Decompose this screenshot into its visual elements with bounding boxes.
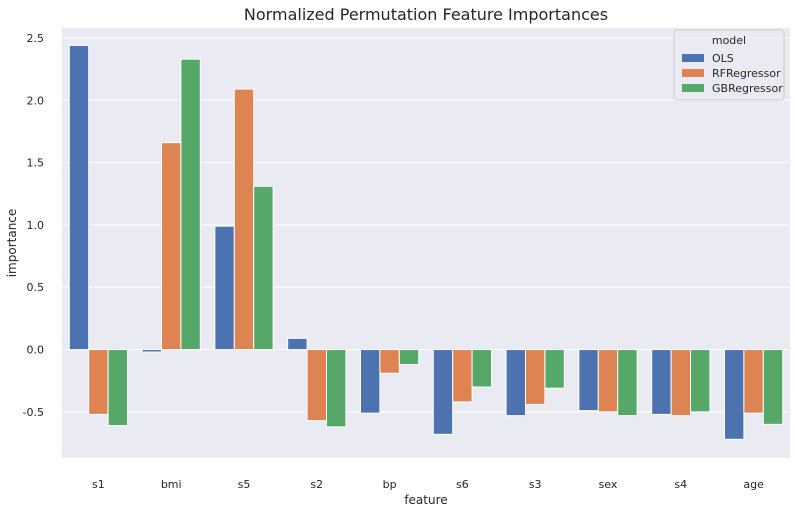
bar-rfregressor-bmi [160, 142, 182, 351]
x-tick-label: age [743, 478, 764, 491]
y-tick-label: 1.0 [27, 219, 45, 232]
x-tick-label: bp [383, 478, 397, 491]
y-tick-label: 1.5 [27, 157, 45, 170]
bar-rfregressor-s4 [670, 349, 692, 417]
bar-rfregressor-s6 [452, 349, 473, 403]
bar-rfregressor-sex [597, 349, 619, 413]
x-tick-label: s1 [92, 478, 105, 491]
legend-box [673, 29, 785, 101]
bar-ols-s3 [505, 349, 526, 417]
bar-rfregressor-s1 [88, 349, 109, 415]
bar-rfregressor-s3 [524, 349, 546, 405]
bar-gbregressor-s2 [326, 349, 347, 428]
bar-rfregressor-s2 [306, 349, 328, 422]
x-tick-label: s6 [456, 478, 469, 491]
bar-ols-sex [578, 349, 599, 412]
x-axis-label: feature [404, 493, 447, 507]
legend-label-rfregressor: RFRegressor [712, 67, 781, 80]
bar-gbregressor-bmi [180, 58, 201, 351]
legend-label-gbregressor: GBRegressor [712, 82, 783, 95]
bar-gbregressor-s3 [544, 349, 565, 389]
y-tick-label: 0.0 [27, 344, 45, 357]
y-axis-ticks: -0.5 0.0 0.5 1.0 1.5 2.0 2.5 [23, 32, 44, 419]
legend-swatch-rfregressor [682, 69, 704, 77]
bar-gbregressor-bp [398, 349, 420, 366]
bar-rfregressor-s5 [233, 88, 255, 351]
legend-title: model [712, 34, 746, 47]
legend-items: OLS RFRegressor GBRegressor [682, 52, 783, 95]
x-tick-label: s4 [674, 478, 687, 491]
bar-ols-s2 [287, 337, 308, 351]
chart-title: Normalized Permutation Feature Importanc… [244, 5, 608, 24]
bar-ols-s4 [651, 349, 672, 415]
bar-gbregressor-s1 [107, 349, 129, 427]
bar-ols-s5 [214, 225, 235, 351]
bar-gbregressor-s6 [471, 349, 493, 388]
x-tick-label: s3 [529, 478, 542, 491]
legend-label-ols: OLS [712, 52, 734, 65]
x-tick-label: s5 [238, 478, 251, 491]
x-axis-ticks: s1 bmi s5 s2 bp s6 s3 sex s4 age [92, 478, 764, 491]
y-tick-label: 0.5 [27, 281, 45, 294]
bar-ols-s1 [68, 44, 90, 351]
bar-ols-bmi [141, 349, 162, 353]
y-tick-label: 2.0 [27, 94, 45, 107]
bar-ols-s6 [432, 349, 454, 435]
bar-gbregressor-s4 [690, 349, 711, 413]
bar-ols-age [723, 349, 745, 440]
bar-gbregressor-age [762, 349, 784, 425]
legend: model OLS RFRegressor GBRegressor [673, 29, 785, 101]
bars [68, 44, 784, 440]
y-tick-label: -0.5 [23, 406, 44, 419]
bar-rfregressor-age [743, 349, 764, 414]
x-tick-label: sex [599, 478, 618, 491]
y-axis-label: importance [5, 209, 19, 278]
bar-ols-bp [359, 349, 381, 414]
bar-gbregressor-s5 [253, 185, 274, 351]
bar-rfregressor-bp [379, 349, 400, 374]
x-tick-label: bmi [161, 478, 182, 491]
legend-swatch-ols [682, 54, 704, 62]
x-tick-label: s2 [310, 478, 323, 491]
y-tick-label: 2.5 [27, 32, 45, 45]
legend-swatch-gbregressor [682, 84, 704, 92]
bar-gbregressor-sex [617, 349, 638, 417]
